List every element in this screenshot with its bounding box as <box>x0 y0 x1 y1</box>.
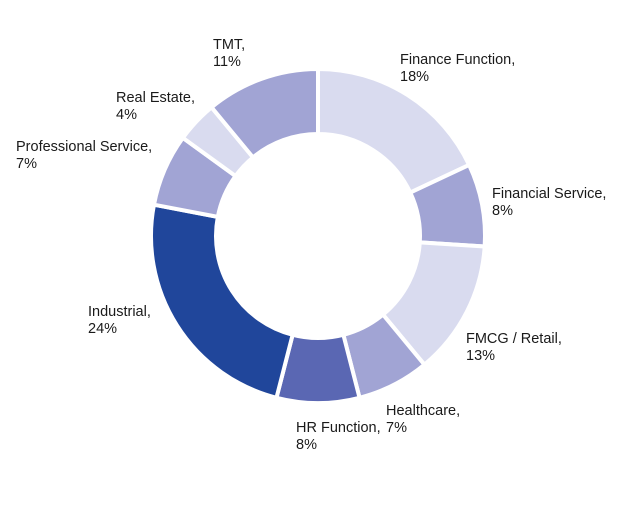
slice-tmt <box>209 67 320 160</box>
label-hr-function: HR Function, 8% <box>296 420 381 453</box>
donut-labels: Finance Function, 18% Financial Service, 8%… <box>16 37 606 453</box>
label-fmcg-retail: FMCG / Retail, 13% <box>466 331 562 364</box>
label-financial-service: Financial Service, 8% <box>492 186 606 219</box>
label-professional-service: Professional Service, 7% <box>16 139 152 172</box>
label-industrial: Industrial, 24% <box>88 304 151 337</box>
slice-industrial <box>149 202 295 400</box>
label-healthcare: Healthcare, 7% <box>386 403 460 436</box>
donut-slices <box>149 67 487 405</box>
label-real-estate: Real Estate, 4% <box>116 90 195 123</box>
label-finance-function: Finance Function, 18% <box>400 52 515 85</box>
label-tmt: TMT, 11% <box>213 37 245 70</box>
